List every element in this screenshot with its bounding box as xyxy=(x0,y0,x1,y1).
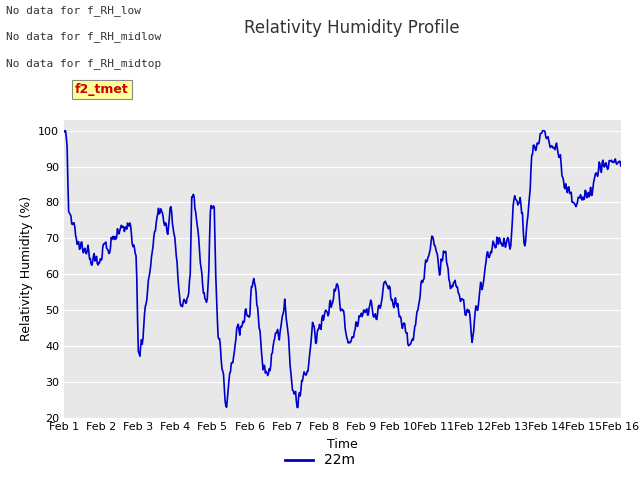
Text: Relativity Humidity Profile: Relativity Humidity Profile xyxy=(244,19,460,37)
Text: f2_tmet: f2_tmet xyxy=(75,83,129,96)
X-axis label: Time: Time xyxy=(327,438,358,451)
Text: No data for f_RH_low: No data for f_RH_low xyxy=(6,5,141,16)
Text: No data for f_RH_midlow: No data for f_RH_midlow xyxy=(6,31,162,42)
Legend: 22m: 22m xyxy=(280,448,360,473)
Y-axis label: Relativity Humidity (%): Relativity Humidity (%) xyxy=(20,196,33,341)
Text: No data for f_RH_midtop: No data for f_RH_midtop xyxy=(6,58,162,69)
